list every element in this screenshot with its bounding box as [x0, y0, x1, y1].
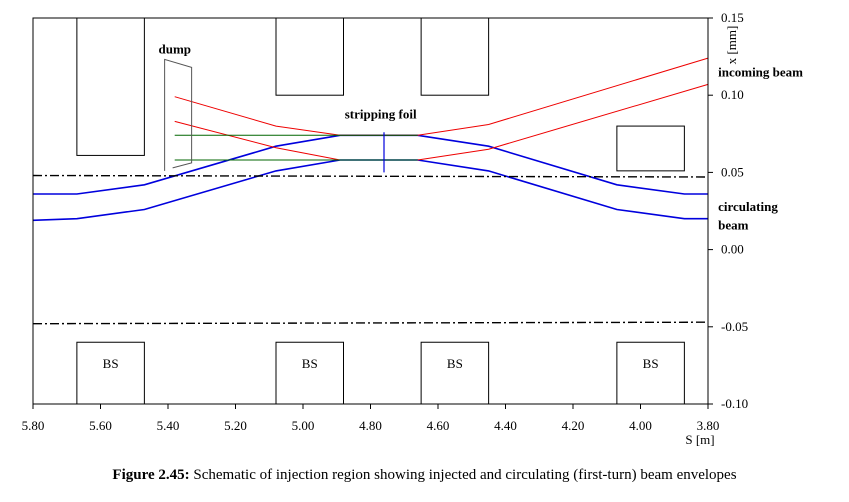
x-tick-label-5: 4.80 — [359, 418, 382, 433]
annotation-4: beam — [718, 218, 749, 233]
magnet-0 — [76, 17, 145, 156]
annotation-2: incoming beam — [718, 65, 803, 80]
magnet-label-4: BS — [103, 356, 119, 371]
caption-text: Schematic of injection region showing in… — [189, 467, 737, 483]
y-tick-label-5: -0.10 — [721, 396, 748, 411]
y-tick-label-3: 0.00 — [721, 242, 744, 257]
magnet-4 — [76, 341, 145, 405]
x-tick-label-0: 5.80 — [22, 418, 45, 433]
magnet-2 — [420, 17, 490, 96]
magnet-6 — [420, 341, 490, 405]
annotation-0: dump — [158, 42, 191, 57]
series-circulating-1 — [32, 159, 708, 222]
axis-layer: 5.80 5.60 5.40 5.20 5.00 4.80 4.60 4.40 4.20 4.00… — [22, 10, 748, 447]
series-circulating-0 — [33, 134, 708, 195]
y-tick-label-2: 0.05 — [721, 164, 744, 179]
y-tick-label-4: -0.05 — [721, 319, 748, 334]
magnet-label-7: BS — [643, 356, 659, 371]
x-tick-label-2: 5.40 — [157, 418, 180, 433]
x-tick-label-9: 4.00 — [629, 418, 652, 433]
x-tick-label-1: 5.60 — [89, 418, 112, 433]
x-axis-label: S [m] — [685, 432, 714, 447]
x-tick-label-10: 3.80 — [697, 418, 720, 433]
annotation-1: stripping foil — [345, 106, 417, 121]
y-tick-label-1: 0.10 — [721, 87, 744, 102]
magnet-7 — [616, 341, 685, 405]
magnet-layer: BS BS BS BS — [76, 17, 685, 405]
annotation-layer: dump stripping foil incoming beam circulati… — [158, 42, 803, 233]
x-tick-label-7: 4.40 — [494, 418, 517, 433]
injection-chart: BS BS BS BS 5.80 5.60 5.40 5.20 5.00 4.80 4.60 4.4… — [22, 10, 804, 447]
magnet-label-5: BS — [302, 356, 318, 371]
series-layer — [32, 57, 709, 325]
magnet-3 — [616, 125, 685, 172]
dump-shape — [164, 58, 193, 171]
series-incoming-3 — [174, 83, 709, 161]
x-tick-label-3: 5.20 — [224, 418, 247, 433]
figure-caption: Figure 2.45: Schematic of injection regi… — [0, 467, 849, 484]
series-incoming-2 — [174, 57, 709, 136]
annotation-3: circulating — [718, 199, 778, 214]
series-aperture-7 — [32, 321, 709, 325]
dump-layer — [164, 58, 385, 173]
x-tick-label-6: 4.60 — [427, 418, 450, 433]
y-tick-label-0: 0.15 — [721, 10, 744, 25]
series-aperture-6 — [32, 174, 709, 178]
magnet-5 — [275, 341, 344, 405]
caption-label: Figure 2.45: — [112, 467, 190, 483]
x-tick-label-4: 5.00 — [292, 418, 315, 433]
y-axis-label: x [mm] — [724, 26, 739, 65]
x-tick-label-8: 4.20 — [562, 418, 585, 433]
magnet-label-6: BS — [447, 356, 463, 371]
magnet-1 — [275, 17, 344, 96]
